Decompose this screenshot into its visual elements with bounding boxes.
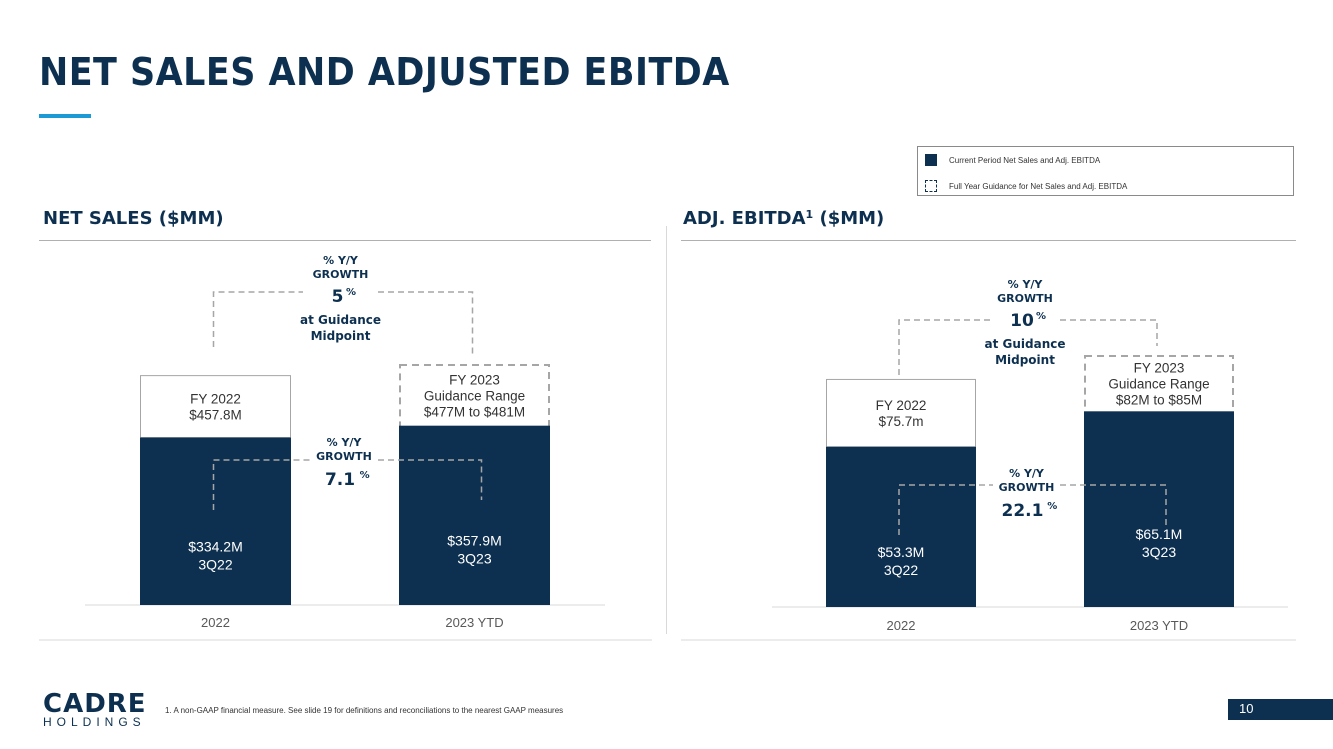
- chart1-mid-growth-label: % Y/Y: [327, 436, 363, 449]
- chart1-top-growth-label: % Y/Y: [323, 254, 359, 267]
- chart2-fy-label-1: Guidance Range: [1108, 377, 1209, 392]
- legend-label-current: Current Period Net Sales and Adj. EBITDA: [949, 155, 1101, 165]
- chart1-category-label-0: 2022: [201, 615, 230, 630]
- chart1-fy-label-1: FY 2023: [449, 372, 500, 387]
- footnote: 1. A non-GAAP financial measure. See sli…: [165, 706, 564, 715]
- chart1-mid-growth-value: 7.1: [325, 470, 355, 490]
- logo-subtitle: HOLDINGS: [43, 715, 146, 729]
- chart1-current-label-0: 3Q22: [198, 556, 232, 572]
- chart1-top-growth-note: Midpoint: [311, 329, 371, 343]
- chart2-fy-bar-1: [1084, 355, 1234, 415]
- title-accent-bar: [39, 114, 91, 118]
- chart2-top-growth-label: % Y/Y: [1008, 278, 1044, 291]
- logo: CADRE HOLDINGS: [43, 689, 147, 729]
- logo-wordmark: CADRE: [43, 689, 147, 719]
- chart1-current-label-1: 3Q23: [457, 550, 491, 566]
- chart1-top-growth-value: 5: [332, 287, 344, 307]
- chart1-fy-label-0: $457.8M: [189, 408, 242, 423]
- chart1-top-growth-label: GROWTH: [313, 268, 369, 281]
- chart1-top-bracket-left: [212, 291, 303, 347]
- chart1-fy-bar-1: [399, 364, 550, 429]
- chart2-top-growth-value: 10: [1010, 311, 1034, 331]
- chart1-current-label-0: $334.2M: [188, 538, 242, 554]
- chart1-fy-label-1: Guidance Range: [424, 388, 525, 403]
- chart1-category-label-1: 2023 YTD: [445, 615, 503, 630]
- chart2-current-label-0: 3Q22: [884, 562, 918, 578]
- chart2-current-label-1: $65.1M: [1136, 526, 1183, 542]
- chart2-fy-label-1: $82M to $85M: [1116, 393, 1202, 408]
- chart1-mid-bracket-left: [212, 459, 310, 510]
- chart1-mid-bracket-right: [378, 459, 483, 500]
- page-number: 10: [1239, 701, 1254, 716]
- chart1-top-bracket-right: [378, 291, 474, 355]
- net-sales-title-rule: [39, 240, 651, 241]
- chart2-category-label-1: 2023 YTD: [1130, 618, 1188, 633]
- legend-swatch-solid: [925, 154, 937, 166]
- chart1-current-label-1: $357.9M: [447, 532, 501, 548]
- chart2-current-bar-1: [1084, 411, 1234, 607]
- chart2-top-bracket-left: [898, 319, 990, 375]
- net-sales-section-title: NET SALES ($MM): [43, 208, 224, 229]
- chart2-mid-growth-label: GROWTH: [999, 481, 1055, 494]
- page-title: NET SALES AND ADJUSTED EBITDA: [39, 50, 730, 94]
- chart2-current-bar-0: [826, 446, 976, 607]
- chart2-current-label-0: $53.3M: [878, 544, 925, 560]
- chart2-fy-label-0: $75.7m: [878, 414, 923, 429]
- chart2-top-growth-label: GROWTH: [997, 292, 1053, 305]
- chart1-fy-label-1: $477M to $481M: [424, 404, 525, 419]
- chart1-fy-label-0: FY 2022: [190, 392, 241, 407]
- chart2-current-label-1: 3Q23: [1142, 544, 1176, 560]
- legend-label-guidance: Full Year Guidance for Net Sales and Adj…: [949, 181, 1128, 191]
- chart2-mid-growth-value: 22.1: [1002, 501, 1044, 521]
- chart2-fy-label-0: FY 2022: [876, 398, 927, 413]
- chart2-mid-bracket-left: [898, 484, 993, 535]
- chart1-current-bar-1: [399, 425, 550, 605]
- ebitda-section-title: ADJ. EBITDA1 ($MM): [683, 208, 885, 229]
- chart2-mid-growth-label: % Y/Y: [1009, 467, 1045, 480]
- chart1-mid-growth-unit: %: [360, 470, 370, 481]
- chart2-mid-bracket-right: [1060, 484, 1167, 525]
- chart2-fy-label-1: FY 2023: [1134, 361, 1185, 376]
- chart2-top-bracket-right: [1060, 319, 1158, 346]
- ebitda-title-rule: [681, 240, 1296, 241]
- legend-swatch-dashed: [925, 180, 937, 192]
- chart2-top-growth-note: Midpoint: [995, 353, 1055, 367]
- chart2-top-growth-unit: %: [1036, 311, 1046, 322]
- page-number-badge: 10: [1228, 699, 1333, 720]
- chart2-top-growth-note: at Guidance: [985, 337, 1066, 351]
- legend-item-guidance: Full Year Guidance for Net Sales and Adj…: [925, 180, 1127, 192]
- chart1-mid-growth-label: GROWTH: [316, 450, 372, 463]
- legend: Current Period Net Sales and Adj. EBITDA…: [917, 146, 1294, 196]
- chart1-top-growth-note: at Guidance: [300, 313, 381, 327]
- legend-item-current: Current Period Net Sales and Adj. EBITDA: [925, 154, 1100, 166]
- chart2-category-label-0: 2022: [887, 618, 916, 633]
- section-divider: [666, 226, 667, 634]
- chart1-current-bar-0: [140, 437, 291, 605]
- chart1-top-growth-unit: %: [346, 287, 356, 298]
- chart1-fy-bar-0: [140, 375, 291, 439]
- chart2-mid-growth-unit: %: [1047, 501, 1057, 512]
